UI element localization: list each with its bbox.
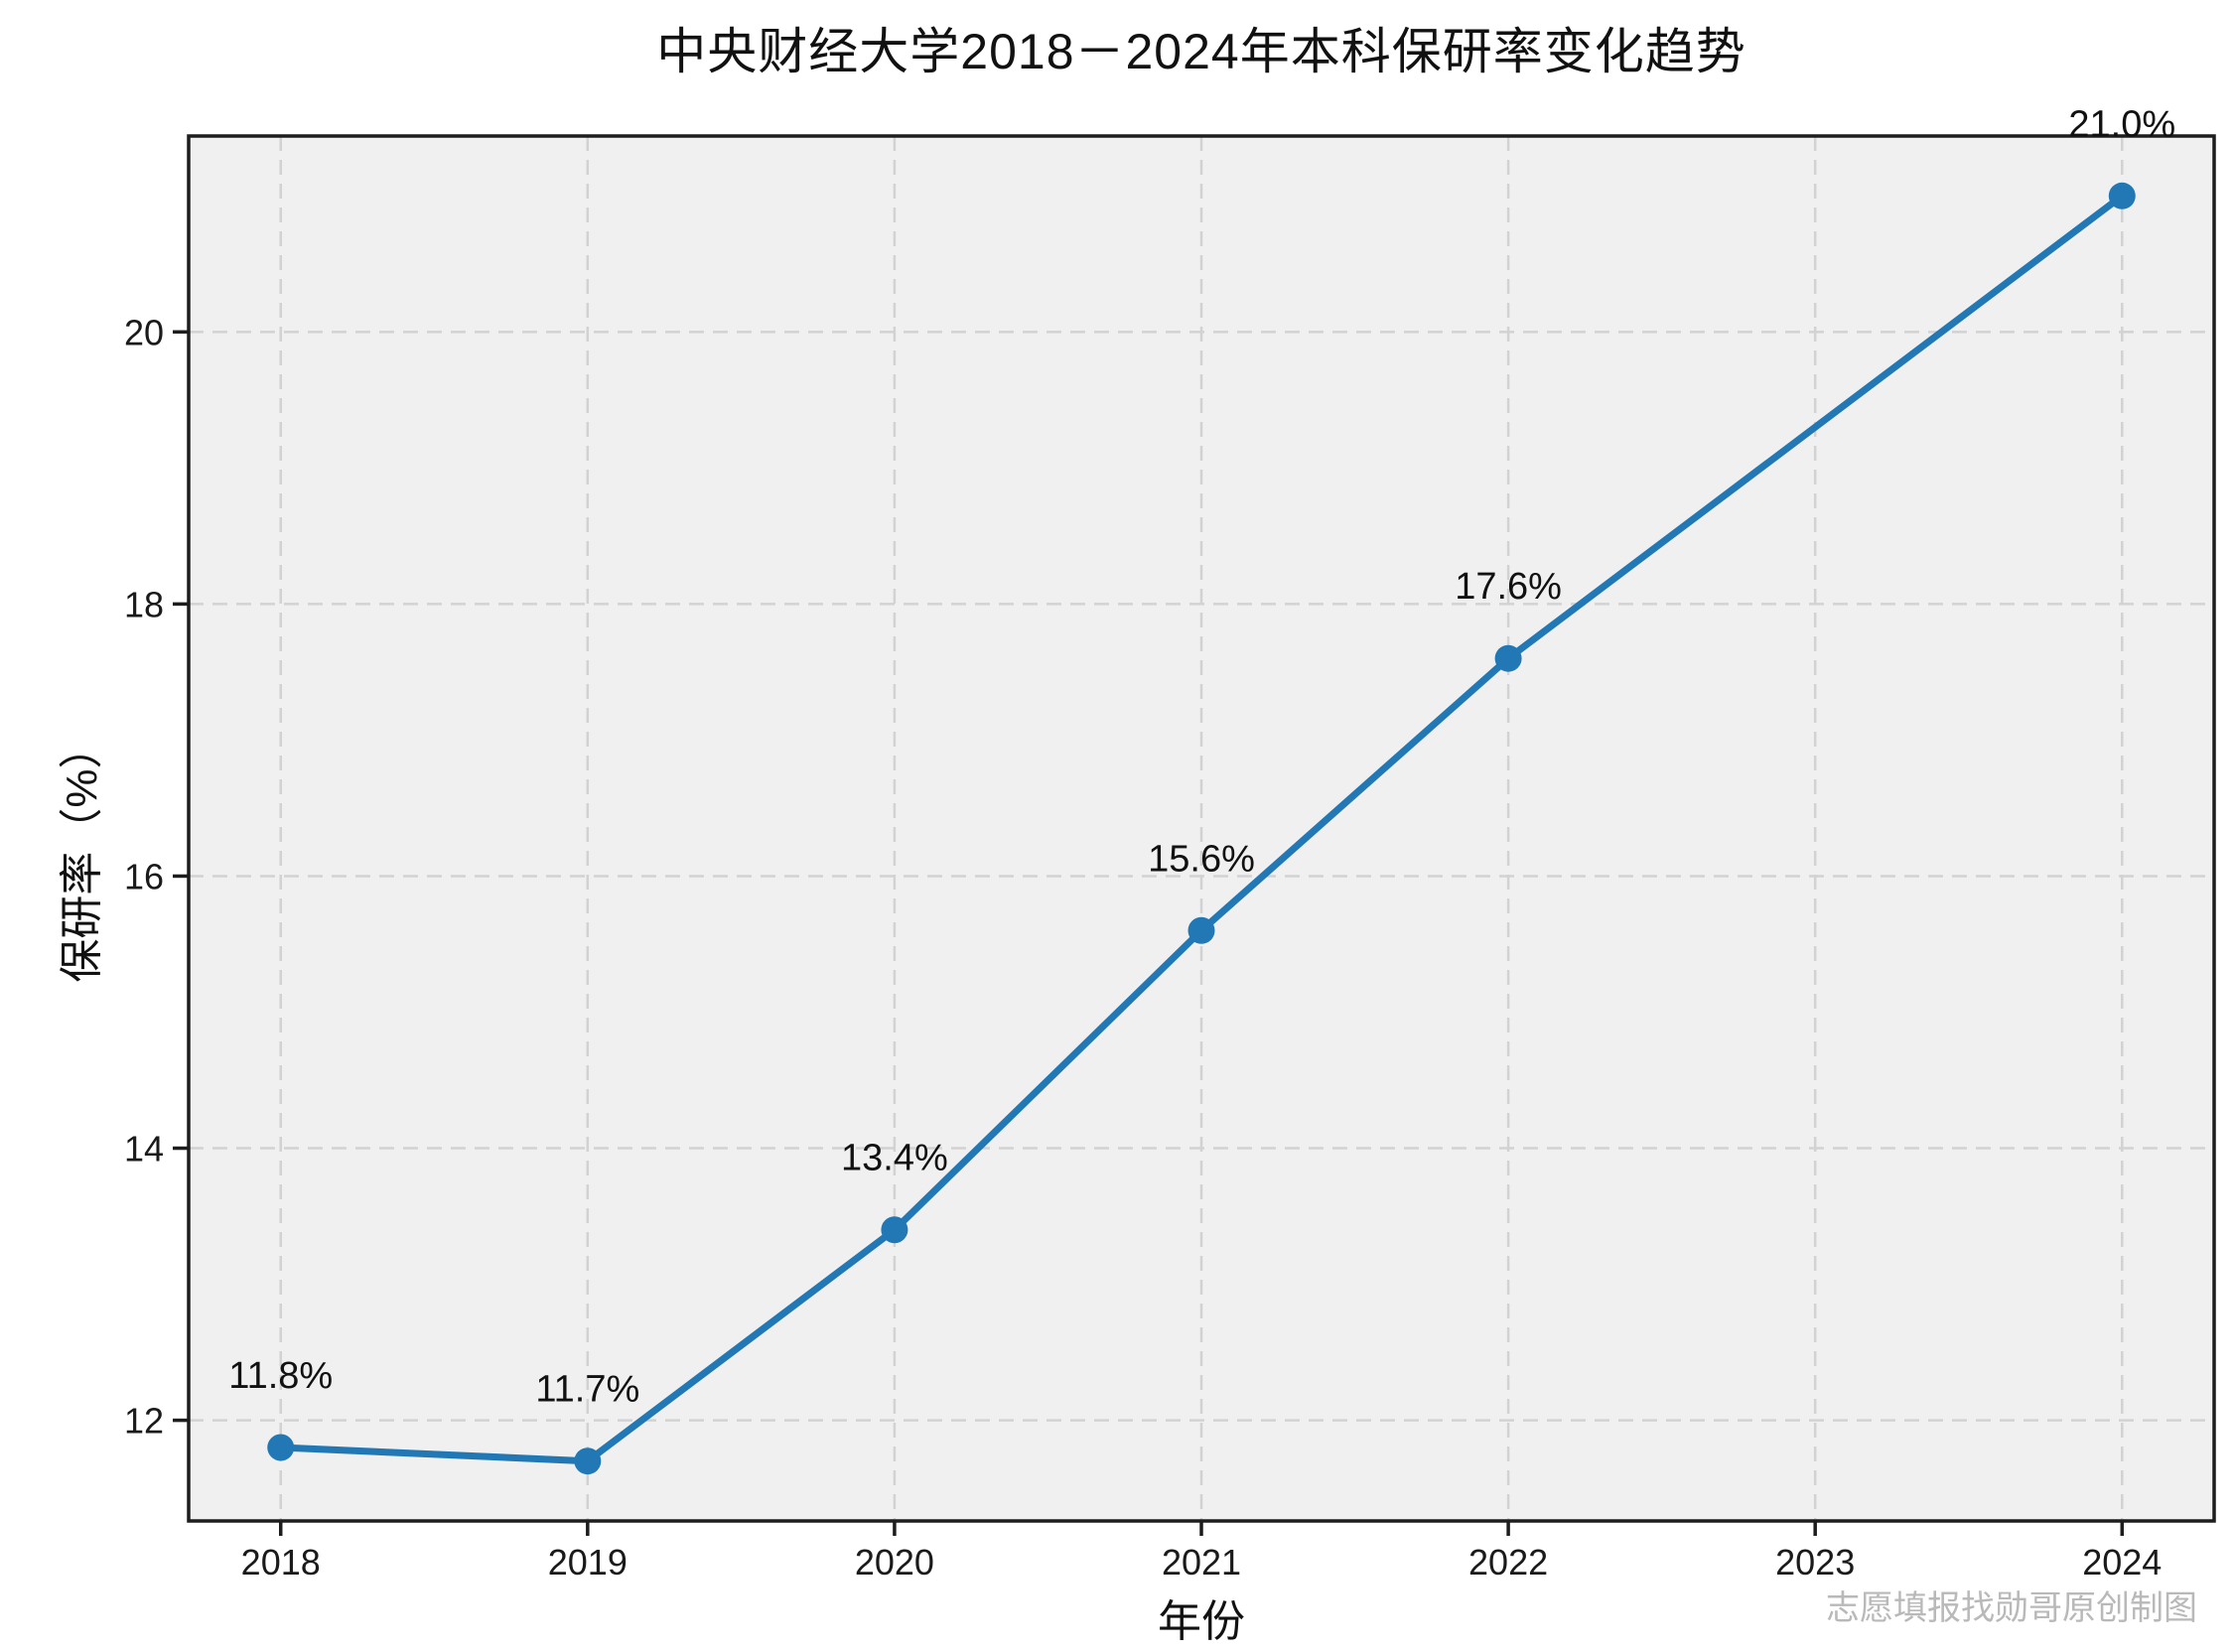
x-tick-label: 2018	[241, 1542, 321, 1583]
x-tick-label: 2024	[2082, 1542, 2162, 1583]
data-point-label-2019: 11.7%	[535, 1369, 639, 1411]
data-point-label-2024: 21.0%	[2068, 103, 2175, 145]
x-tick-label: 2020	[855, 1542, 934, 1583]
y-axis-label: 保研率（%）	[58, 725, 106, 983]
data-point-2019	[574, 1447, 602, 1475]
y-tick-label: 18	[124, 584, 164, 624]
y-tick-label: 12	[124, 1401, 164, 1442]
data-point-2018	[267, 1434, 295, 1461]
data-point-label-2018: 11.8%	[228, 1355, 333, 1397]
trend-line	[277, 192, 2126, 1465]
data-point-2024	[2108, 182, 2136, 209]
data-point-label-2021: 15.6%	[1148, 838, 1255, 880]
watermark: 志愿填报找勋哥原创制图	[1826, 1589, 2197, 1627]
data-point-2022	[1494, 644, 1522, 672]
x-tick-label: 2022	[1468, 1542, 1548, 1583]
chart-title: 中央财经大学2018－2024年本科保研率变化趋势	[656, 24, 1746, 79]
data-point-label-2022: 17.6%	[1455, 566, 1562, 608]
y-tick-label: 16	[124, 856, 164, 896]
x-tick-label: 2021	[1162, 1542, 1241, 1583]
data-point-label-2020: 13.4%	[841, 1138, 948, 1179]
y-tick-label: 20	[124, 312, 164, 352]
x-tick-label: 2019	[548, 1542, 628, 1583]
y-tick-label: 14	[124, 1129, 164, 1170]
x-tick-label: 2023	[1775, 1542, 1855, 1583]
data-point-2020	[881, 1216, 908, 1244]
x-axis-label: 年份	[1158, 1597, 1245, 1646]
data-point-2021	[1187, 916, 1215, 944]
